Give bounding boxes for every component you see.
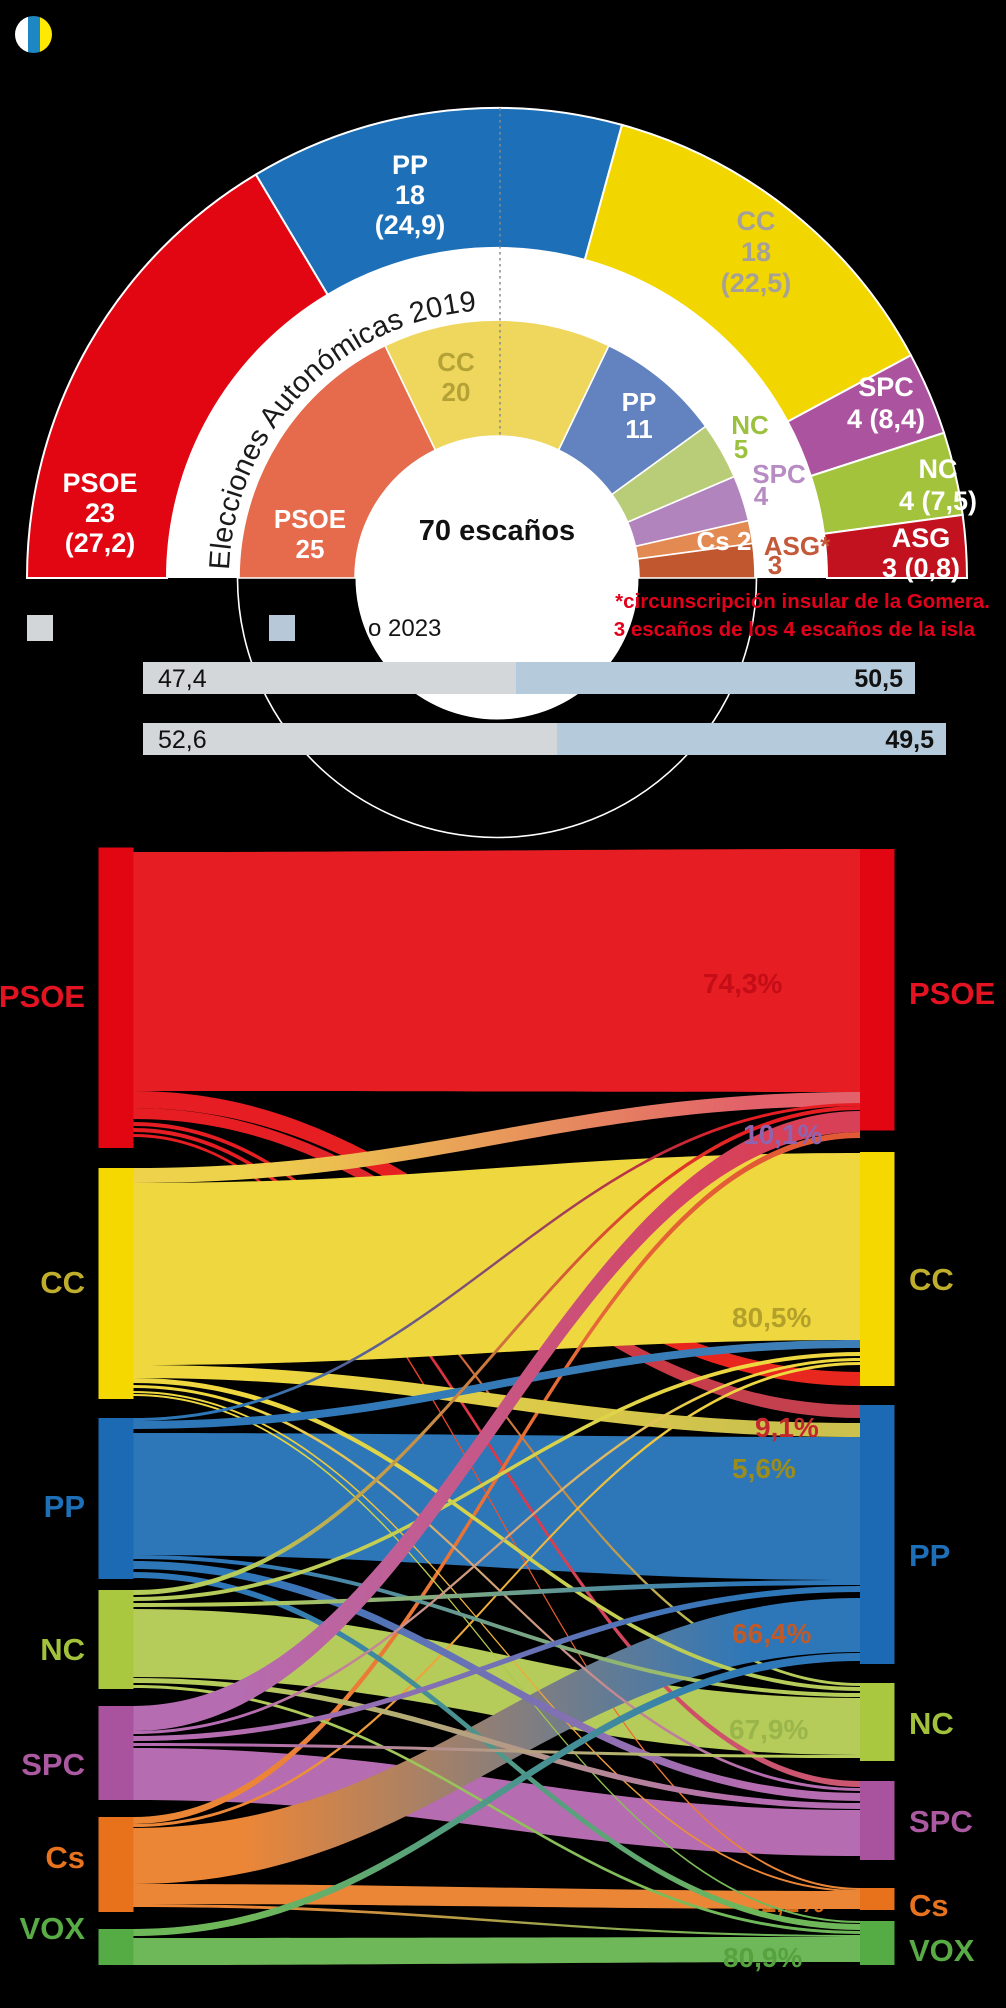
svg-text:18: 18: [395, 180, 425, 210]
svg-text:PP: PP: [44, 1489, 85, 1524]
svg-text:PP: PP: [392, 150, 428, 180]
svg-text:74,3%: 74,3%: [703, 968, 782, 999]
svg-text:50,5: 50,5: [854, 665, 903, 693]
svg-text:SPC: SPC: [909, 1804, 973, 1839]
svg-text:PSOE: PSOE: [0, 979, 85, 1014]
svg-text:67,9%: 67,9%: [729, 1714, 808, 1745]
svg-text:3 escaños de los 4 escaños de: 3 escaños de los 4 escaños de la isla: [614, 618, 976, 641]
svg-text:11: 11: [625, 414, 653, 444]
svg-text:9,1%: 9,1%: [755, 1412, 819, 1443]
svg-text:*circunscripción insular de la: *circunscripción insular de la Gomera.: [615, 590, 990, 613]
svg-text:VOX: VOX: [20, 1911, 86, 1946]
svg-text:66,4%: 66,4%: [732, 1618, 811, 1649]
svg-text:CC: CC: [40, 1265, 85, 1300]
svg-text:NC: NC: [919, 454, 958, 484]
svg-text:47,4: 47,4: [158, 665, 207, 693]
svg-text:Cs: Cs: [45, 1840, 85, 1875]
svg-text:4 (8,4): 4 (8,4): [847, 404, 925, 434]
svg-text:NC: NC: [731, 410, 769, 440]
svg-text:ASG: ASG: [892, 523, 951, 553]
svg-text:(22,5): (22,5): [721, 268, 792, 298]
svg-text:49,5: 49,5: [885, 726, 934, 754]
svg-text:CC: CC: [437, 347, 475, 377]
svg-text:80,9%: 80,9%: [723, 1942, 802, 1973]
svg-text:PSOE: PSOE: [909, 976, 995, 1011]
svg-text:4: 4: [754, 481, 769, 511]
svg-text:25: 25: [296, 534, 325, 564]
svg-text:PP: PP: [909, 1538, 950, 1573]
svg-text:5,6%: 5,6%: [732, 1453, 796, 1484]
svg-text:80,5%: 80,5%: [732, 1302, 811, 1333]
svg-text:PP: PP: [622, 387, 657, 417]
svg-text:NC: NC: [909, 1706, 954, 1741]
svg-text:3: 3: [768, 550, 782, 580]
svg-text:VOX: VOX: [909, 1933, 975, 1968]
svg-text:4 (7,5): 4 (7,5): [899, 486, 977, 516]
svg-text:SPC: SPC: [858, 372, 914, 402]
svg-text:20: 20: [442, 377, 471, 407]
svg-text:3 (0,8): 3 (0,8): [882, 553, 960, 583]
svg-text:SPC: SPC: [21, 1747, 85, 1782]
svg-text:(24,9): (24,9): [375, 210, 446, 240]
svg-text:52,6: 52,6: [158, 726, 207, 754]
svg-text:Cs 2: Cs 2: [697, 526, 752, 556]
svg-text:5: 5: [734, 434, 748, 464]
svg-text:PSOE: PSOE: [274, 504, 346, 534]
svg-text:ASG*: ASG*: [764, 531, 831, 561]
svg-text:SPC: SPC: [752, 459, 806, 489]
svg-text:(27,2): (27,2): [65, 528, 136, 558]
svg-text:10,1%: 10,1%: [743, 1119, 822, 1150]
svg-text:NC: NC: [40, 1632, 85, 1667]
svg-text:CC: CC: [737, 206, 776, 236]
svg-text:o 2023: o 2023: [368, 615, 441, 642]
svg-text:70 escaños: 70 escaños: [419, 515, 575, 547]
svg-text:PSOE: PSOE: [62, 468, 137, 498]
svg-text:18: 18: [741, 237, 771, 267]
svg-text:23: 23: [85, 498, 115, 528]
svg-text:CC: CC: [909, 1262, 954, 1297]
svg-text:Cs: Cs: [909, 1888, 949, 1923]
